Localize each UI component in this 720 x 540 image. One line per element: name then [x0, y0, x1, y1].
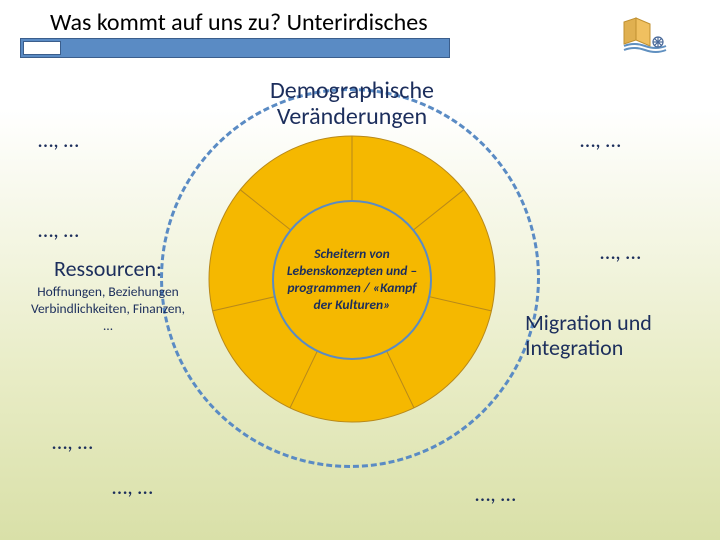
label-top-demographische: Demographische Veränderungen [212, 78, 492, 131]
center-circle: Scheitern von Lebenskonzepten und –progr… [272, 200, 432, 360]
ressourcen-sub: Hoffnungen, Beziehungen Verbindlichkeite… [28, 284, 188, 335]
title-underline-notch [23, 41, 61, 55]
logo-icon [620, 10, 670, 60]
label-placeholder-ml: …, … [38, 218, 79, 242]
label-placeholder-bl2: …, … [112, 475, 153, 499]
center-text: Scheitern von Lebenskonzepten und –progr… [286, 246, 418, 314]
label-placeholder-br: …, … [475, 482, 516, 506]
label-placeholder-tr: …, … [580, 128, 621, 152]
page-title: Was kommt auf uns zu? Unterirdisches [50, 8, 428, 37]
ressourcen-heading: Ressourcen: [28, 255, 188, 282]
label-placeholder-mr: …, … [600, 240, 641, 264]
label-migration: Migration und Integration [525, 310, 715, 361]
label-placeholder-bl1: …, … [52, 430, 93, 454]
label-placeholder-tl: …, … [38, 128, 79, 152]
label-ressourcen: Ressourcen: Hoffnungen, Beziehungen Verb… [28, 255, 188, 335]
title-underline-bar [20, 38, 450, 58]
